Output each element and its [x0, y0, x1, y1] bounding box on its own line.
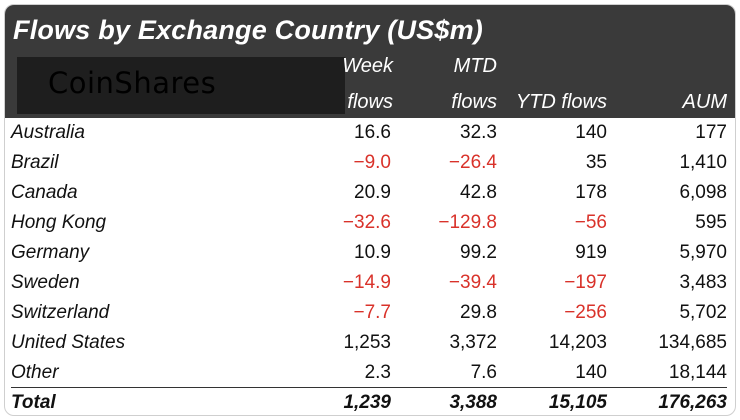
ytd-value: 178 — [575, 182, 607, 203]
aum-value: 6,098 — [679, 182, 727, 203]
total-ytd-value: 15,105 — [548, 392, 607, 413]
ytd-value: −256 — [564, 302, 607, 323]
ytd-value: 14,203 — [548, 332, 607, 353]
table-row: Other 2.3 7.6 140 18,144 — [5, 358, 735, 388]
ytd-value: 35 — [585, 152, 607, 173]
country-label: Germany — [11, 242, 90, 263]
week-value: 20.9 — [354, 182, 391, 203]
ytd-value: −197 — [564, 272, 607, 293]
country-label: Brazil — [11, 152, 59, 173]
table-title: Flows by Exchange Country (US$m) — [13, 15, 483, 45]
total-divider — [11, 387, 727, 388]
country-label: Other — [11, 362, 59, 383]
country-label: Sweden — [11, 272, 80, 293]
col-header-week-line1: Week — [342, 55, 393, 77]
week-value: 2.3 — [364, 362, 391, 383]
ytd-value: −56 — [574, 212, 607, 233]
country-label: Australia — [11, 122, 85, 143]
table-row: Australia 16.6 32.3 140 177 — [5, 118, 735, 148]
ytd-value: 140 — [575, 362, 607, 383]
table-row: Germany 10.9 99.2 919 5,970 — [5, 238, 735, 268]
table-row: United States 1,253 3,372 14,203 134,685 — [5, 328, 735, 358]
table-row: Brazil −9.0 −26.4 35 1,410 — [5, 148, 735, 178]
country-label: United States — [11, 332, 126, 353]
country-label: Hong Kong — [11, 212, 107, 233]
mtd-value: −129.8 — [438, 212, 497, 233]
col-header-mtd-line1: MTD — [453, 55, 497, 77]
mtd-value: 3,372 — [449, 332, 497, 353]
coinshares-logo: CoinShares — [17, 57, 345, 114]
total-aum-value: 176,263 — [658, 392, 727, 413]
total-row: Total 1,239 3,388 15,105 176,263 — [5, 388, 735, 415]
country-label: Canada — [11, 182, 78, 203]
ytd-value: 140 — [575, 122, 607, 143]
week-value: −9.0 — [353, 152, 391, 173]
ytd-value: 919 — [575, 242, 607, 263]
aum-value: 134,685 — [658, 332, 727, 353]
week-value: 1,253 — [343, 332, 391, 353]
col-header-week-line2: flows — [347, 91, 393, 113]
table-row: Hong Kong −32.6 −129.8 −56 595 — [5, 208, 735, 238]
country-label: Switzerland — [11, 302, 110, 323]
col-header-aum: AUM — [682, 91, 727, 113]
mtd-value: −39.4 — [448, 272, 497, 293]
week-value: −32.6 — [342, 212, 391, 233]
mtd-value: 99.2 — [460, 242, 497, 263]
mtd-value: 29.8 — [460, 302, 497, 323]
header-bar: Flows by Exchange Country (US$m) CoinSha… — [5, 5, 735, 118]
aum-value: 595 — [695, 212, 727, 233]
aum-value: 5,702 — [679, 302, 727, 323]
col-header-ytd: YTD flows — [515, 91, 607, 113]
aum-value: 1,410 — [679, 152, 727, 173]
flows-table-card: Flows by Exchange Country (US$m) CoinSha… — [4, 4, 736, 416]
mtd-value: −26.4 — [448, 152, 497, 173]
aum-value: 18,144 — [668, 362, 727, 383]
mtd-value: 42.8 — [460, 182, 497, 203]
aum-value: 3,483 — [679, 272, 727, 293]
total-mtd-value: 3,388 — [449, 392, 497, 413]
table-row: Switzerland −7.7 29.8 −256 5,702 — [5, 298, 735, 328]
aum-value: 177 — [695, 122, 727, 143]
logo-text: CoinShares — [48, 66, 217, 100]
total-label: Total — [11, 392, 56, 413]
mtd-value: 32.3 — [460, 122, 497, 143]
mtd-value: 7.6 — [470, 362, 497, 383]
col-header-mtd-line2: flows — [451, 91, 497, 113]
week-value: 10.9 — [354, 242, 391, 263]
week-value: −14.9 — [342, 272, 391, 293]
table-row: Sweden −14.9 −39.4 −197 3,483 — [5, 268, 735, 298]
table-row: Canada 20.9 42.8 178 6,098 — [5, 178, 735, 208]
aum-value: 5,970 — [679, 242, 727, 263]
total-week-value: 1,239 — [343, 392, 391, 413]
week-value: 16.6 — [354, 122, 391, 143]
week-value: −7.7 — [353, 302, 391, 323]
